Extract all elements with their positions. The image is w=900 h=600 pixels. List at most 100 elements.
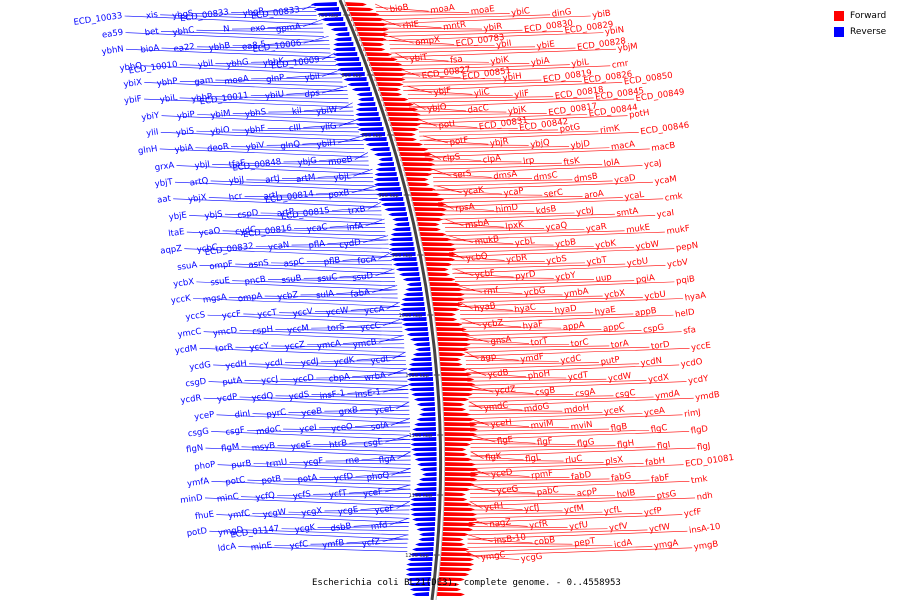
- gene-label: flgM: [221, 442, 240, 454]
- gene-label: mgsA: [202, 292, 227, 305]
- gene-connector: [289, 461, 411, 465]
- gene-connector: [467, 534, 493, 543]
- gene-connector: [217, 464, 411, 473]
- gene-connector: [332, 206, 382, 211]
- reverse-gene-arrow: [390, 232, 412, 236]
- gene-label: ycfJ: [524, 503, 540, 515]
- gene-label: ycfD: [333, 472, 354, 485]
- gene-connector: [441, 210, 535, 213]
- gene-connector: [216, 414, 410, 424]
- gene-connector: [274, 545, 408, 548]
- reverse-gene-arrow: [417, 462, 437, 466]
- gene-connector: [457, 285, 483, 293]
- gene-connector: [360, 405, 410, 411]
- gene-connector: [469, 511, 603, 515]
- gene-connector: [255, 245, 389, 249]
- gene-label: ycbU: [626, 256, 649, 269]
- gene-label: lrp: [523, 155, 536, 166]
- reverse-gene-arrow: [410, 512, 436, 516]
- gene-label: ycbY: [555, 270, 577, 283]
- gene-label: ECD_00846: [640, 121, 690, 138]
- gene-connector: [433, 180, 613, 187]
- gene-connector: [417, 119, 438, 127]
- gene-label: potB: [261, 474, 282, 487]
- reverse-gene-arrow: [356, 92, 372, 96]
- gene-connector: [271, 345, 405, 349]
- gene-label: grxB: [338, 405, 359, 418]
- gene-connector: [355, 472, 411, 477]
- gene-label: plsX: [605, 455, 624, 467]
- gene-connector: [468, 529, 648, 536]
- forward-gene-arrow: [444, 437, 475, 441]
- gene-connector: [338, 119, 359, 127]
- gene-label: ycfP: [643, 506, 662, 518]
- gene-label: mdoG: [523, 402, 550, 415]
- gene-label: ybgR: [242, 6, 265, 19]
- gene-connector: [419, 129, 559, 133]
- gene-connector: [321, 52, 336, 61]
- gene-connector: [424, 147, 610, 154]
- gene-label: ybjM: [617, 42, 638, 55]
- gene-connector: [313, 493, 411, 495]
- gene-connector: [412, 106, 466, 112]
- forward-gene-arrow: [444, 477, 478, 481]
- gene-connector: [356, 355, 406, 361]
- forward-gene-arrow: [444, 472, 479, 476]
- gene-connector: [460, 313, 634, 320]
- forward-gene-arrow: [444, 452, 468, 456]
- gene-label: dinI: [234, 409, 251, 421]
- forward-gene-arrow: [429, 287, 464, 291]
- forward-gene-arrow: [444, 462, 476, 466]
- gene-connector: [401, 69, 421, 77]
- gene-connector: [231, 11, 317, 13]
- gene-connector: [283, 160, 369, 163]
- gene-label: rimJ: [684, 408, 702, 420]
- gene-connector: [459, 310, 553, 312]
- gene-connector: [470, 459, 564, 462]
- legend-reverse-label: Reverse: [850, 27, 887, 37]
- reverse-gene-arrow: [356, 122, 382, 126]
- gene-label: ycdC: [560, 354, 582, 367]
- gene-label: acpP: [576, 487, 598, 500]
- gene-connector: [342, 339, 405, 344]
- gene-label: pqiA: [635, 273, 655, 286]
- gene-label: ybiH: [316, 138, 336, 151]
- gene-connector: [468, 528, 608, 532]
- gene-connector: [418, 127, 518, 130]
- gene-label: ybiH: [502, 71, 522, 84]
- gene-connector: [160, 132, 360, 141]
- gene-label: icdA: [613, 538, 633, 550]
- reverse-gene-arrow: [406, 332, 429, 336]
- reverse-gene-arrow: [395, 267, 419, 271]
- reverse-swatch: [834, 27, 844, 37]
- gene-connector: [413, 110, 507, 113]
- gene-connector: [451, 260, 545, 262]
- forward-gene-arrow: [381, 97, 409, 101]
- gene-label: mviM: [530, 419, 554, 432]
- gene-connector: [193, 298, 399, 307]
- gene-connector: [409, 98, 635, 108]
- gene-connector: [437, 197, 623, 203]
- gene-connector: [347, 389, 409, 394]
- gene-connector: [470, 484, 496, 493]
- forward-gene-arrow: [443, 427, 478, 431]
- gene-connector: [360, 505, 410, 511]
- gene-connector: [303, 106, 354, 112]
- forward-gene-arrow: [441, 542, 466, 546]
- gene-connector: [353, 168, 373, 177]
- forward-gene-arrow: [442, 397, 470, 401]
- gene-connector: [215, 63, 337, 66]
- forward-gene-arrow: [370, 67, 405, 71]
- forward-gene-arrow: [438, 352, 466, 356]
- gene-connector: [470, 426, 570, 429]
- gene-connector: [470, 468, 490, 476]
- gene-label: torT: [530, 336, 549, 348]
- gene-connector: [235, 263, 393, 270]
- gene-connector: [467, 380, 647, 386]
- reverse-gene-arrow: [356, 102, 376, 106]
- reverse-gene-arrow: [357, 127, 384, 131]
- gene-label: ymfA: [187, 476, 210, 489]
- gene-label: glnP: [265, 73, 284, 85]
- gene-connector: [238, 546, 408, 552]
- forward-gene-arrow: [407, 182, 430, 186]
